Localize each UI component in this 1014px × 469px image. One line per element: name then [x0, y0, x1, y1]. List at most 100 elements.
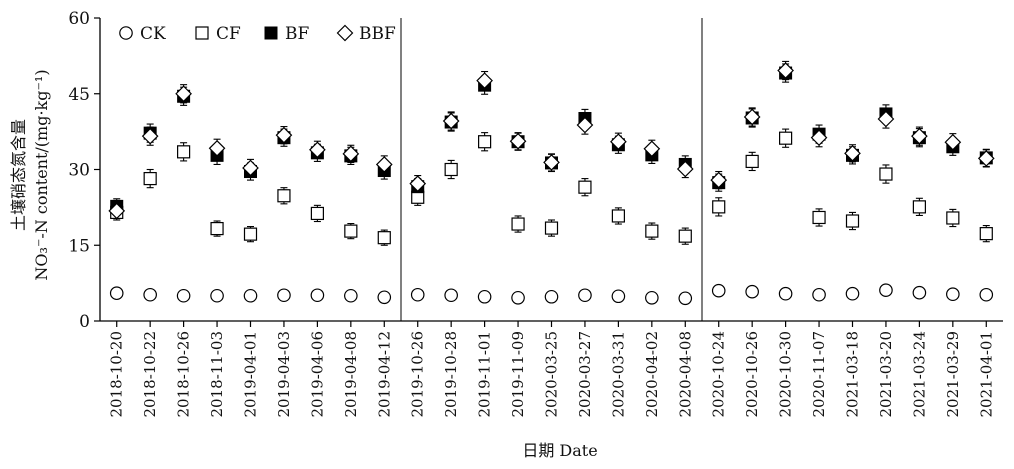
point-cf — [544, 221, 559, 235]
point-cf — [645, 224, 659, 238]
point-ck — [812, 287, 826, 302]
point-ck — [879, 283, 893, 297]
point-ck — [109, 286, 124, 301]
x-axis-title: 日期 Date — [522, 441, 597, 460]
point-cf — [210, 221, 224, 236]
markers — [108, 62, 995, 306]
x-tick-label: 2020-10-24 — [710, 331, 728, 417]
point-ck — [243, 288, 258, 303]
legend-label-cf: CF — [216, 24, 241, 44]
point-bbf — [844, 144, 861, 162]
y-tick-label: 30 — [68, 161, 90, 181]
point-cf — [578, 180, 592, 194]
point-ck — [277, 288, 291, 303]
y-tick-label: 60 — [68, 9, 90, 29]
point-bbf — [141, 127, 159, 145]
point-ck — [645, 290, 659, 305]
point-bbf — [810, 129, 828, 147]
point-ck — [745, 284, 759, 299]
point-bbf — [911, 127, 928, 145]
x-tick-label: 2020-03-31 — [609, 331, 627, 417]
point-cf — [444, 162, 458, 177]
point-cf — [745, 154, 759, 169]
point-bbf — [877, 110, 895, 128]
legend-marker-bf — [264, 26, 278, 40]
legend-marker-bbf — [336, 24, 354, 42]
x-tick-label: 2020-11-07 — [810, 331, 828, 417]
point-bbf — [576, 116, 594, 134]
point-cf — [611, 209, 625, 223]
point-bbf — [710, 171, 728, 189]
y-tick-label: 0 — [79, 312, 90, 332]
point-cf — [478, 135, 492, 149]
point-ck — [444, 288, 458, 303]
point-ck — [611, 289, 626, 304]
point-ck — [778, 286, 793, 301]
point-ck — [344, 288, 358, 303]
point-ck — [544, 289, 559, 304]
point-cf — [143, 171, 157, 186]
point-ck — [845, 286, 860, 301]
x-tick-label: 2021-04-01 — [977, 331, 995, 417]
point-ck — [511, 290, 525, 305]
x-tick-label: 2020-03-27 — [576, 331, 594, 417]
x-tick-label: 2020-04-08 — [676, 331, 694, 417]
x-tick-label: 2020-10-26 — [743, 331, 761, 417]
point-cf — [177, 145, 191, 159]
point-bbf — [610, 133, 627, 151]
point-ck — [946, 287, 960, 302]
x-tick-label: 2021-03-20 — [877, 331, 895, 417]
x-tick-label: 2019-11-01 — [476, 331, 494, 417]
x-tick-label: 2021-03-29 — [944, 331, 962, 417]
point-bbf — [409, 175, 427, 192]
point-cf — [377, 231, 391, 245]
ticks: 0 15 30 45 60 2018-10-20 2018-10-22 2018-10-26 2… — [68, 9, 995, 417]
point-ck — [979, 287, 994, 302]
x-tick-label: 2019-04-01 — [242, 331, 260, 417]
point-cf — [845, 214, 860, 228]
point-cf — [812, 210, 826, 225]
point-bbf — [476, 72, 493, 89]
point-bbf — [309, 141, 326, 159]
point-bbf — [777, 62, 794, 79]
point-ck — [176, 288, 191, 303]
x-tick-label: 2018-10-22 — [141, 331, 159, 417]
point-cf — [310, 206, 324, 221]
y-tick-label: 45 — [68, 85, 90, 105]
point-bbf — [643, 140, 661, 158]
point-bbf — [543, 154, 560, 171]
x-tick-label: 2019-10-28 — [442, 331, 460, 417]
point-bbf — [676, 160, 694, 178]
point-cf — [779, 131, 793, 145]
point-cf — [344, 224, 358, 238]
point-ck — [310, 288, 325, 303]
point-bbf — [977, 150, 995, 167]
point-bbf — [375, 156, 393, 173]
point-bbf — [743, 108, 761, 126]
x-tick-label: 2019-04-12 — [375, 331, 393, 417]
legend: CK CF BF BBF — [119, 24, 396, 44]
x-tick-label: 2019-04-03 — [275, 331, 293, 417]
point-cf — [678, 229, 692, 243]
x-tick-label: 2019-10-26 — [409, 331, 427, 417]
point-ck — [377, 290, 392, 305]
x-tick-label: 2020-04-02 — [643, 331, 661, 417]
point-cf — [243, 227, 258, 241]
point-ck — [711, 283, 726, 298]
y-tick-label: 15 — [68, 236, 90, 256]
point-cf — [511, 217, 525, 231]
x-tick-label: 2018-10-26 — [175, 331, 193, 417]
point-cf — [879, 167, 893, 181]
point-ck — [410, 287, 425, 302]
axis-titles: 土壤硝态氮含量 NO₃⁻-N content/(mg·kg⁻¹) 日期 Date — [9, 69, 598, 460]
point-ck — [678, 291, 693, 306]
legend-label-ck: CK — [140, 24, 166, 44]
point-ck — [912, 285, 927, 300]
x-tick-label: 2021-03-24 — [910, 331, 928, 417]
point-bbf — [275, 126, 293, 144]
point-bbf — [509, 132, 527, 150]
point-ck — [477, 289, 492, 304]
point-ck — [578, 288, 592, 303]
